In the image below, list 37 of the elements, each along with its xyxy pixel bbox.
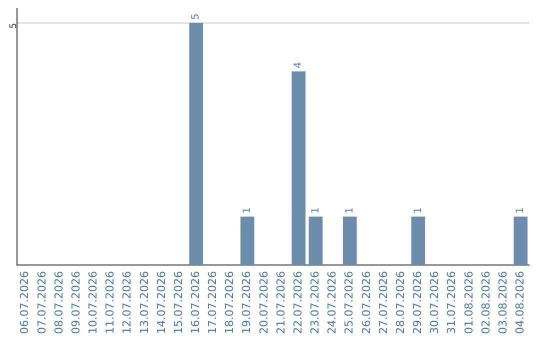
data-label: 1 (515, 207, 526, 214)
x-tick-label: 27.07.2026 (376, 271, 390, 334)
x-tick-label: 11.07.2026 (104, 271, 117, 334)
data-label: 1 (310, 207, 322, 214)
x-tick-label: 06.07.2026 (18, 271, 32, 334)
x-tick-label: 01.08.2026 (462, 271, 476, 334)
data-label: 1 (242, 207, 253, 214)
x-tick-label: 16.07.2026 (188, 271, 202, 334)
data-label: 5 (190, 14, 202, 20)
x-tick-label: 15.07.2026 (172, 271, 185, 334)
x-tick-label: 23.07.2026 (308, 271, 322, 334)
x-tick-label: 04.08.2026 (513, 271, 526, 334)
x-tick-label: 18.07.2026 (223, 271, 236, 334)
x-tick-label: 19.07.2026 (240, 271, 254, 334)
x-tick-label: 21.07.2026 (274, 271, 288, 334)
x-tick-label: 12.07.2026 (120, 271, 134, 334)
x-tick-label: 26.07.2026 (360, 271, 373, 334)
x-tick-label: 10.07.2026 (86, 271, 100, 334)
x-tick-label: 30.07.2026 (428, 271, 442, 334)
x-tick-label: 17.07.2026 (206, 271, 220, 334)
x-tick-label: 20.07.2026 (257, 271, 270, 334)
x-tick-label: 03.08.2026 (496, 271, 510, 334)
data-label: 1 (344, 207, 356, 214)
x-tick-label: 31.07.2026 (445, 271, 458, 334)
x-tick-label: 25.07.2026 (342, 271, 356, 334)
x-tick-label: 28.07.2026 (394, 271, 407, 334)
x-tick-label: 13.07.2026 (138, 271, 151, 334)
x-tick-label: 08.07.2026 (52, 271, 66, 334)
x-tick-label: 24.07.2026 (326, 271, 339, 334)
data-label: 1 (412, 207, 424, 214)
x-tick-label: 14.07.2026 (154, 271, 168, 334)
x-tick-label: 07.07.2026 (35, 271, 48, 334)
x-tick-label: 29.07.2026 (411, 271, 424, 334)
data-label: 4 (293, 62, 304, 68)
x-tick-label: 09.07.2026 (69, 271, 82, 334)
x-tick-label: 02.08.2026 (479, 271, 492, 334)
x-tick-label: 22.07.2026 (291, 271, 304, 334)
